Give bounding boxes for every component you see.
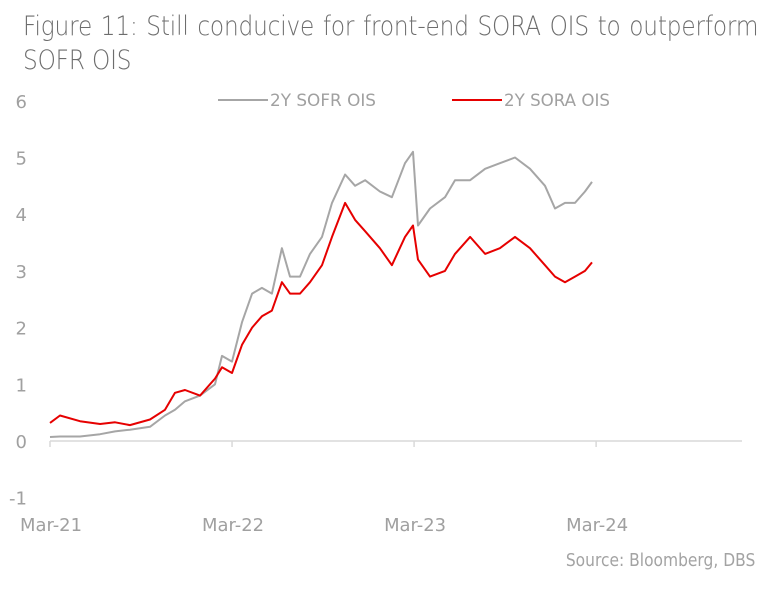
legend-label: 2Y SORA OIS bbox=[504, 91, 610, 111]
y-tick-label: 5 bbox=[16, 149, 27, 170]
y-tick-label: 4 bbox=[16, 205, 27, 226]
chart-title: Figure 11: Still conducive for front-end… bbox=[23, 11, 759, 76]
y-tick-label: 6 bbox=[16, 92, 27, 113]
y-tick-label: 3 bbox=[16, 262, 27, 283]
x-tick-label: Mar-21 bbox=[20, 515, 82, 536]
x-tick-label: Mar-23 bbox=[384, 515, 446, 536]
series-lines bbox=[49, 150, 593, 438]
source-note: Source: Bloomberg, DBS bbox=[565, 550, 755, 571]
x-tick-label: Mar-22 bbox=[202, 515, 264, 536]
y-tick-label: -1 bbox=[9, 489, 27, 510]
y-axis-ticks: 6 5 4 3 2 1 0 -1 bbox=[9, 92, 27, 510]
legend: 2Y SOFR OIS 2Y SORA OIS bbox=[218, 91, 610, 111]
legend-label: 2Y SOFR OIS bbox=[270, 91, 376, 111]
y-tick-label: 2 bbox=[16, 319, 27, 340]
x-axis: Mar-21 Mar-22 Mar-23 Mar-24 bbox=[20, 440, 742, 536]
y-tick-label: 1 bbox=[16, 375, 27, 396]
series-line-2y-sofr-ois bbox=[49, 150, 593, 438]
y-tick-label: 0 bbox=[16, 432, 27, 453]
x-tick-label: Mar-24 bbox=[566, 515, 628, 536]
series-line-2y-sora-ois bbox=[49, 201, 593, 427]
